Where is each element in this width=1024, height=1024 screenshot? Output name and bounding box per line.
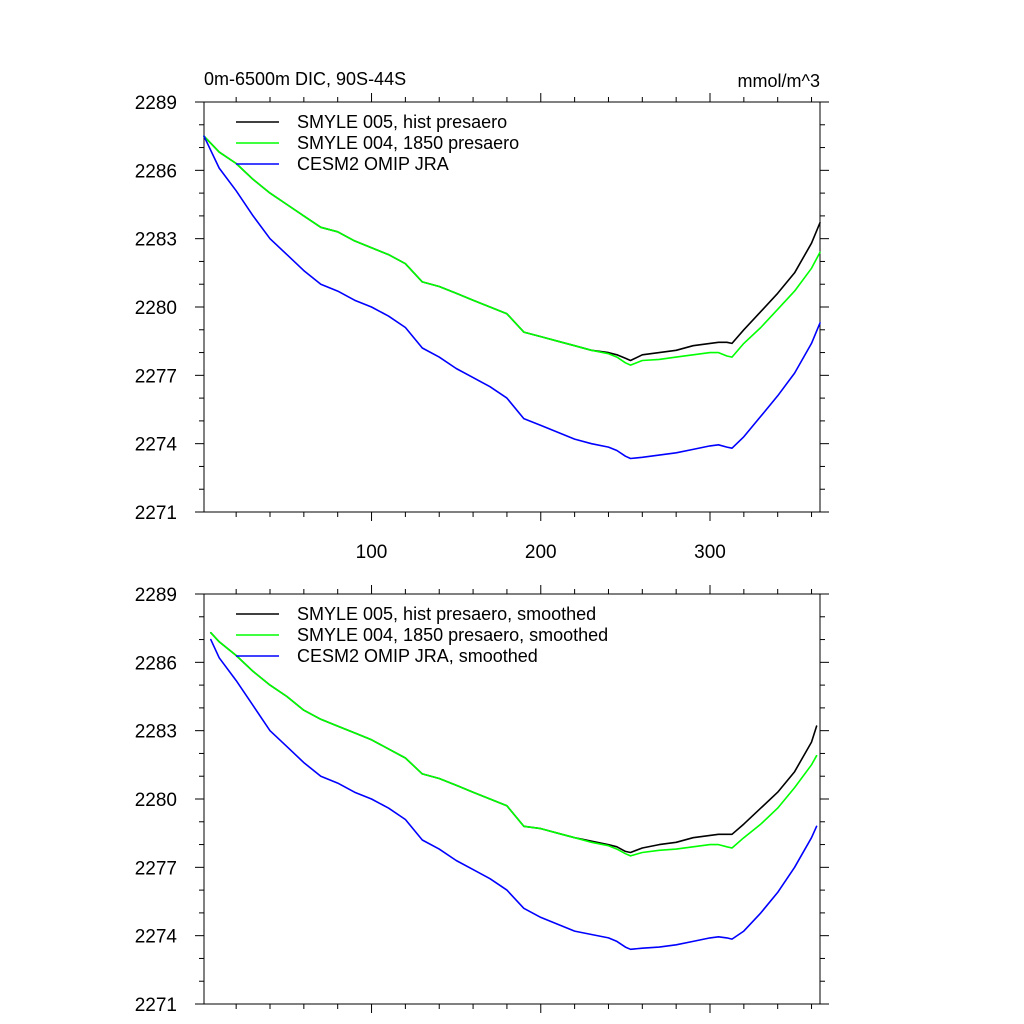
y-tick-label: 2274 xyxy=(135,927,178,948)
series-line-3 xyxy=(210,638,818,951)
legend-label: CESM2 OMIP JRA xyxy=(297,154,449,174)
y-tick-label: 2283 xyxy=(135,722,177,743)
y-tick-label: 2289 xyxy=(135,93,177,114)
top-panel: 2271 2274 2277 2280 2283 2286 2289 100 200 300 0m-… xyxy=(135,69,829,563)
units-label: mmol/m^3 xyxy=(738,71,820,91)
legend-label: CESM2 OMIP JRA, smoothed xyxy=(297,646,538,666)
bottom-panel: 2271 2274 2277 2280 2283 2286 2289 SMYLE 005, h… xyxy=(135,585,829,1016)
legend-label: SMYLE 004, 1850 presaero, smoothed xyxy=(297,625,608,645)
y-tick-label: 2283 xyxy=(135,230,177,251)
legend-label: SMYLE 004, 1850 presaero xyxy=(297,133,519,153)
chart-title: 0m-6500m DIC, 90S-44S xyxy=(204,69,406,89)
legend-label: SMYLE 005, hist presaero xyxy=(297,112,507,132)
y-tick-label: 2277 xyxy=(135,366,177,387)
y-tick-label: 2271 xyxy=(135,995,177,1016)
series-line-2 xyxy=(203,135,821,366)
y-tick-label: 2277 xyxy=(135,858,177,879)
x-tick-label: 100 xyxy=(356,542,388,563)
y-tick-label: 2289 xyxy=(135,585,177,606)
y-tick-label: 2286 xyxy=(135,653,177,674)
legend-label: SMYLE 005, hist presaero, smoothed xyxy=(297,604,596,624)
y-tick-label: 2286 xyxy=(135,161,177,182)
y-tick-label: 2280 xyxy=(135,298,177,319)
y-tick-label: 2280 xyxy=(135,790,177,811)
x-tick-label: 200 xyxy=(525,542,557,563)
series-line-3 xyxy=(203,135,821,460)
series-line-2 xyxy=(210,631,818,857)
y-tick-label: 2271 xyxy=(135,503,177,524)
x-tick-label: 300 xyxy=(694,542,726,563)
y-tick-label: 2274 xyxy=(135,435,178,456)
